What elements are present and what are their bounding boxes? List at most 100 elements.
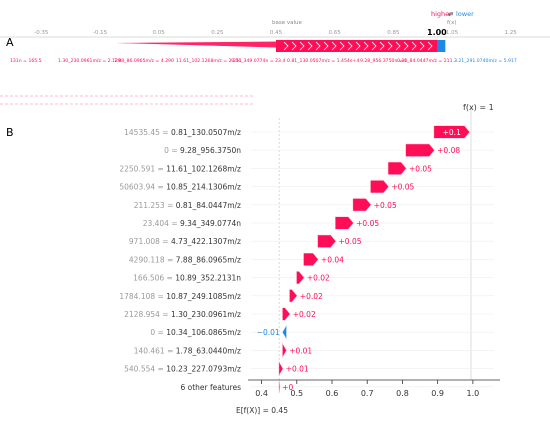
feature-name: 9.28_956.3750n xyxy=(180,146,241,155)
feature-value: 540.554 xyxy=(124,365,155,374)
feature-value: 0 xyxy=(150,328,155,337)
shap-value-label: +0.08 xyxy=(437,146,460,155)
base-value-label: base value xyxy=(272,20,302,26)
feature-label: 0 = 10.34_106.0865m/z xyxy=(150,328,241,337)
shap-bar xyxy=(317,235,336,248)
shap-value-label: +0.05 xyxy=(409,164,432,173)
feature-value: 2128.954 xyxy=(124,310,160,319)
waterfall-rows: 14535.45 = 0.81_130.0507m/z +0.1 0 = 9.28_… xyxy=(119,125,494,393)
feature-name: 10.34_106.0865m/z xyxy=(166,328,241,337)
fx-text: f(x) = 1 xyxy=(463,103,494,112)
waterfall-row: 2250.591 = 11.61_102.1268m/z +0.05 xyxy=(119,161,494,175)
force-feature-label-negative: 3.21_291.0740m/z = 5.917 xyxy=(454,58,517,64)
feature-label: 2250.591 = 11.61_102.1268m/z xyxy=(119,164,241,173)
force-bars xyxy=(116,40,446,52)
waterfall-row: 0 = 9.28_956.3750n +0.08 xyxy=(164,143,494,157)
force-tick-label: 0.45 xyxy=(270,30,283,36)
force-chevron xyxy=(299,41,305,51)
feature-label: 540.554 = 10.23_227.0793m/z xyxy=(124,365,241,374)
feature-name: 9.34_349.0774n xyxy=(180,219,241,228)
force-feature-label: 9.28_956.3750n = 0 xyxy=(360,58,407,64)
shap-value-label: +0.01 xyxy=(286,365,309,374)
feature-value: 4290.118 xyxy=(129,255,165,264)
feature-name: 0.81_130.0507m/z xyxy=(171,128,241,137)
fx-label: f(x) xyxy=(447,20,456,26)
shap-value-label: +0.05 xyxy=(339,237,362,246)
legend-arrows: ⇄ xyxy=(448,10,454,18)
shap-bar xyxy=(353,198,371,211)
force-chevron xyxy=(355,41,361,51)
feature-value: 140.461 xyxy=(134,346,165,355)
force-tick-label: 0.25 xyxy=(211,30,224,36)
feature-label: 166.506 = 10.89_352.2131n xyxy=(133,274,241,283)
feature-label: 971.008 = 4.73_422.1307m/z xyxy=(129,237,241,246)
force-chevron xyxy=(363,41,369,51)
force-tick-label: -0.35 xyxy=(34,30,49,36)
feature-name: 10.85_214.1306m/z xyxy=(166,183,241,192)
feature-label: 4290.118 = 7.88_86.0965m/z xyxy=(129,255,241,264)
shap-value-label: +0 xyxy=(282,383,293,392)
force-chevron xyxy=(371,41,377,51)
x-tick-label: 0.5 xyxy=(290,389,303,398)
shap-bar xyxy=(289,289,297,302)
shap-bar xyxy=(279,362,283,375)
shap-value-label: +0.02 xyxy=(307,274,330,283)
waterfall-row: 140.461 = 1.78_63.0440m/z +0.01 xyxy=(134,342,494,359)
force-tick-label: 0.85 xyxy=(387,30,400,36)
x-tick-label: 0.9 xyxy=(431,389,444,398)
feature-value: 50603.94 xyxy=(119,183,155,192)
feature-value: 1784.108 xyxy=(119,292,155,301)
force-chevron xyxy=(283,41,289,51)
shap-bar xyxy=(388,162,406,175)
force-tick-label: -0.15 xyxy=(93,30,108,36)
force-chevron xyxy=(307,41,313,51)
force-chevron xyxy=(395,41,401,51)
efx-text: E[f(X)] = 0.45 xyxy=(236,406,288,415)
force-tick-label: 0.65 xyxy=(329,30,342,36)
feature-label: 2128.954 = 1.30_230.0961m/z xyxy=(124,310,241,319)
waterfall-row: 971.008 = 4.73_422.1307m/z +0.05 xyxy=(129,234,494,248)
feature-label: 1784.108 = 10.87_249.1085m/z xyxy=(119,292,241,301)
x-tick-label: 1.0 xyxy=(467,389,480,398)
x-axis-ticks: 0.4 0.5 0.6 0.7 0.8 0.9 1.0 xyxy=(255,380,479,398)
force-feature-label: 0.81_84.0447m/z = 211.3 xyxy=(397,58,457,64)
waterfall-row: 6 other features +0 xyxy=(180,380,494,393)
force-chevron xyxy=(419,41,425,51)
waterfall-row: 166.506 = 10.89_352.2131n +0.02 xyxy=(133,271,494,285)
force-chevron xyxy=(379,41,385,51)
x-tick-label: 0.8 xyxy=(396,389,409,398)
waterfall-row: 4290.118 = 7.88_86.0965m/z +0.04 xyxy=(129,252,494,266)
shap-value-label: +0.1 xyxy=(443,128,461,137)
shap-bar xyxy=(434,126,470,138)
waterfall-row: 23.404 = 9.34_349.0774n +0.05 xyxy=(143,216,494,230)
force-plot: A higher ⇄ lower f(x) base value 1.00 -0… xyxy=(0,10,550,105)
shap-bar xyxy=(405,144,435,157)
waterfall-row: 0 = 10.34_106.0865m/z −0.01 xyxy=(150,324,494,341)
shap-bar xyxy=(370,180,389,193)
feature-value: 23.404 xyxy=(143,219,169,228)
force-chevron xyxy=(323,41,329,51)
force-chevron xyxy=(339,41,345,51)
feature-name: 11.61_102.1268m/z xyxy=(166,164,241,173)
output-value: 1.00 xyxy=(427,28,447,37)
shap-bar xyxy=(303,253,318,266)
feature-value: 14535.45 xyxy=(124,128,160,137)
feature-label: 50603.94 = 10.85_214.1306m/z xyxy=(119,183,241,192)
feature-name: 1.30_230.0961m/z xyxy=(171,310,241,319)
force-chevron xyxy=(291,41,297,51)
waterfall-row: 2128.954 = 1.30_230.0961m/z +0.02 xyxy=(124,307,494,321)
x-tick-label: 0.4 xyxy=(255,389,268,398)
feature-name: 10.89_352.2131n xyxy=(175,274,241,283)
feature-label: 23.404 = 9.34_349.0774n xyxy=(143,219,242,228)
truncated-label-strip xyxy=(0,95,255,105)
force-tick-label: 1.05 xyxy=(446,30,459,36)
panel-a-label: A xyxy=(6,36,14,49)
feature-label: 14535.45 = 0.81_130.0507m/z xyxy=(124,128,241,137)
waterfall-row: 50603.94 = 10.85_214.1306m/z +0.05 xyxy=(119,180,494,194)
feature-value: 211.253 xyxy=(134,201,165,210)
waterfall-row: 211.253 = 0.81_84.0447m/z +0.05 xyxy=(134,198,494,212)
force-feature-label: 1.30_230.0961m/z = 2.129 xyxy=(58,58,121,64)
feature-name: 1.78_63.0440m/z xyxy=(176,346,241,355)
